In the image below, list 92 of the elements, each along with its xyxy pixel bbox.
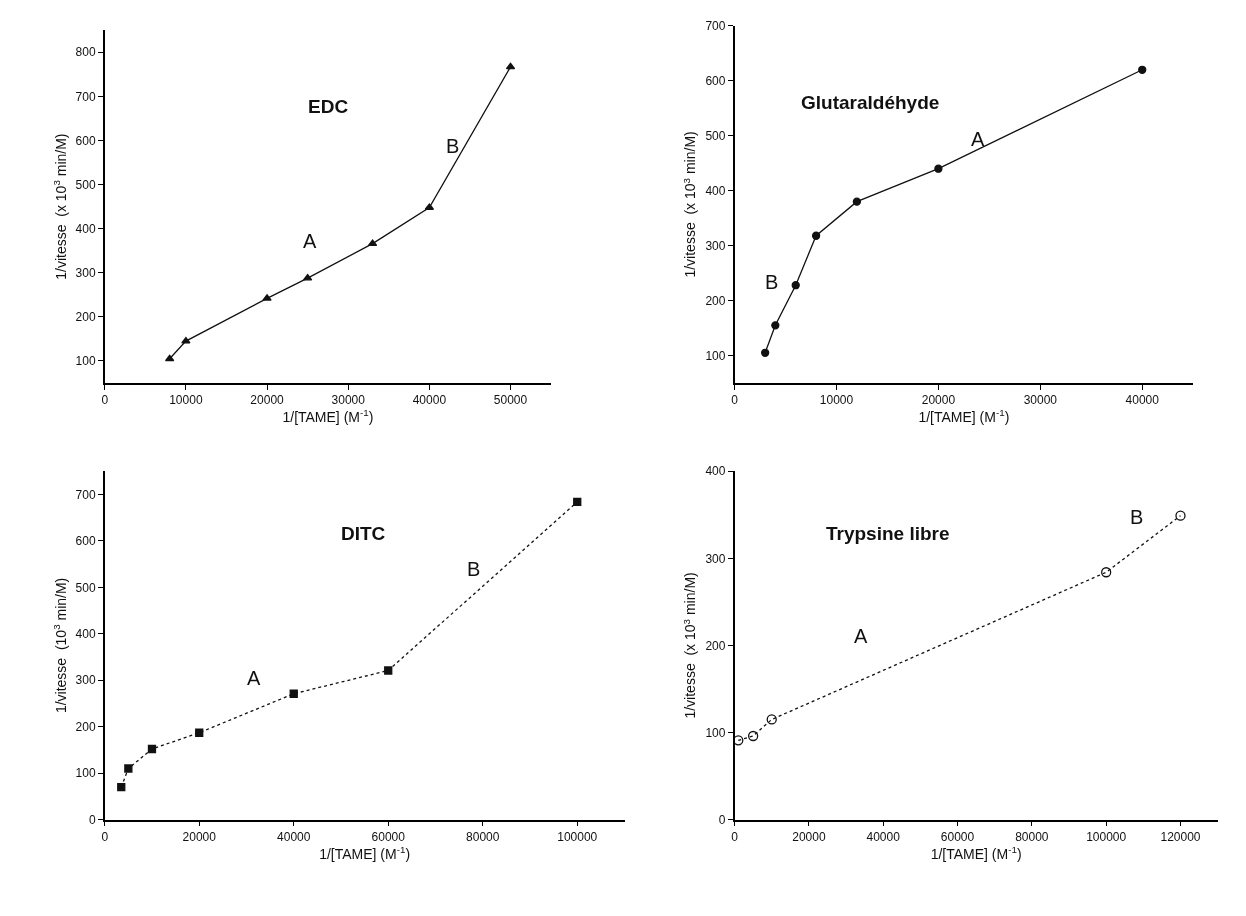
point: [573, 497, 582, 507]
x-tick-label: 10000: [169, 393, 203, 408]
point: [384, 666, 393, 675]
x-tick-label: 100000: [557, 829, 598, 844]
annotation: A: [971, 128, 985, 150]
x-tick-label: 40000: [412, 393, 447, 408]
y-tick-label: 400: [705, 183, 726, 198]
point: [761, 348, 770, 357]
x-tick-label: 20000: [250, 393, 285, 408]
x-tick-label: 0: [101, 829, 109, 844]
annotation: B: [765, 271, 779, 293]
y-tick-label: 100: [705, 725, 726, 740]
y-tick-label: 400: [75, 221, 96, 236]
y-tick-label: 700: [75, 89, 96, 104]
x-tick-label: 80000: [1015, 829, 1049, 844]
point: [1175, 510, 1186, 521]
y-tick-label: 300: [705, 238, 726, 253]
y-tick-label: 300: [705, 551, 726, 566]
y-tick-label: 600: [75, 534, 96, 549]
y-tick-label: 600: [705, 73, 726, 88]
point: [791, 281, 800, 290]
x-tick-label: 20000: [921, 393, 956, 408]
x-tick-label: 30000: [331, 393, 366, 408]
y-tick-label: 100: [75, 354, 96, 369]
annotation: A: [247, 667, 261, 689]
annotation: B: [446, 135, 460, 157]
point: [771, 321, 780, 330]
y-tick-label: 100: [705, 348, 726, 363]
x-tick-label: 0: [731, 829, 739, 844]
text: Glutaraldéhyde: [801, 92, 940, 113]
y-tick-label: 300: [75, 265, 96, 280]
point: [1101, 567, 1112, 578]
y-tick-label: 500: [75, 580, 96, 595]
point: [734, 735, 744, 746]
point: [124, 764, 133, 773]
annotation: B: [1130, 506, 1144, 528]
x-tick-label: 10000: [819, 393, 854, 408]
x-tick-label: 60000: [371, 829, 406, 844]
point: [262, 294, 272, 301]
point: [181, 336, 191, 344]
annotation: B: [467, 558, 481, 580]
x-tick-label: 0: [101, 393, 109, 408]
point: [147, 744, 157, 754]
point: [367, 239, 378, 247]
text: Trypsine libre: [826, 523, 950, 544]
point: [852, 197, 862, 206]
x-tick-label: 30000: [1023, 393, 1058, 408]
x-tick-label: 40000: [866, 829, 901, 844]
x-tick-label: 40000: [277, 829, 311, 844]
x-tick-label: 40000: [1125, 393, 1160, 408]
y-tick-label: 400: [75, 627, 96, 642]
x-tick-label: 80000: [466, 829, 500, 844]
point: [505, 62, 516, 70]
point: [117, 782, 126, 792]
point: [766, 714, 777, 725]
text: EDC: [308, 96, 349, 117]
point: [1138, 65, 1147, 74]
y-tick-label: 300: [75, 673, 96, 688]
point: [164, 354, 175, 362]
point: [934, 164, 943, 173]
y-tick-label: 500: [75, 177, 96, 192]
y-tick-label: 200: [705, 293, 726, 308]
point: [748, 730, 759, 742]
x-tick-label: 20000: [182, 829, 217, 844]
y-tick-label: 200: [75, 719, 96, 734]
y-tick-label: 700: [75, 487, 96, 502]
text: DITC: [341, 523, 386, 544]
x-tick-label: 0: [731, 393, 739, 408]
point: [195, 728, 204, 737]
point: [811, 231, 821, 240]
x-axis-title: 1/[TAME] (M$^{-1}$): [918, 407, 1010, 426]
y-tick-label: 200: [705, 638, 726, 653]
x-axis-title: 1/[TAME] (M$^{-1}$): [282, 407, 374, 426]
x-axis-title: 1/[TAME] (M$^{-1}$): [319, 843, 411, 862]
y-tick-label: 700: [705, 19, 726, 34]
x-tick-label: 120000: [1160, 829, 1201, 844]
x-tick-label: 60000: [940, 829, 975, 844]
y-tick-label: 800: [75, 45, 96, 60]
point: [289, 689, 298, 698]
x-axis-title: 1/[TAME] (M$^{-1}$): [930, 843, 1022, 862]
y-tick-label: 100: [75, 766, 96, 781]
y-tick-label: 500: [705, 128, 726, 143]
annotation: A: [303, 230, 317, 252]
x-tick-label: 20000: [792, 829, 826, 844]
y-tick-label: 200: [75, 310, 96, 325]
y-tick-label: 0: [88, 812, 96, 827]
x-tick-label: 100000: [1086, 829, 1127, 844]
y-tick-label: 600: [75, 133, 96, 148]
y-tick-label: 0: [718, 812, 726, 827]
annotation: A: [854, 625, 868, 647]
y-tick-label: 400: [705, 464, 726, 479]
x-tick-label: 50000: [493, 393, 528, 408]
